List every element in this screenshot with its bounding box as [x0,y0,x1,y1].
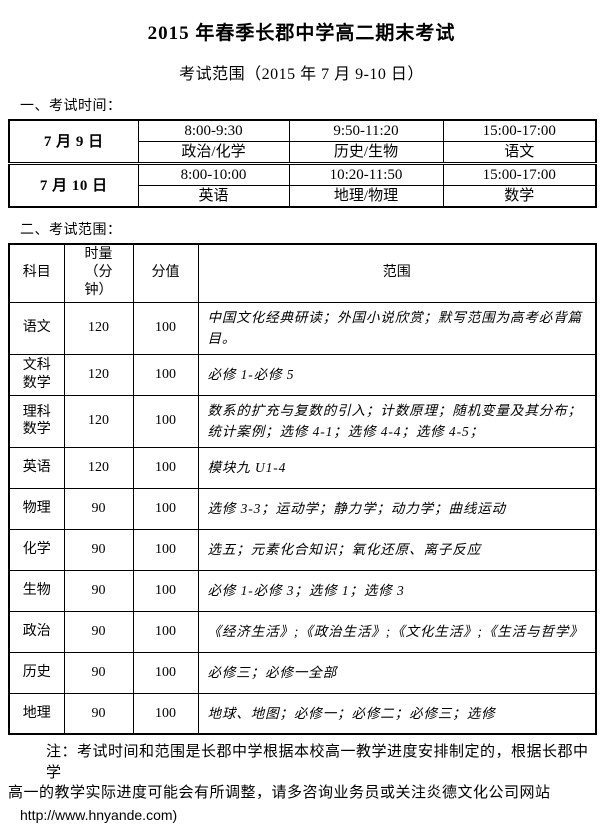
subject-cell: 政治/化学 [137,141,290,165]
time-cell: 15:00-17:00 [442,163,597,186]
duration-cell: 120 [63,446,134,489]
section-heading-exam-scope: 二、考试范围： [20,223,122,238]
footer-line: 高一的教学实际进度可能会有所调整，请多咨询业务员或关注炎德文化公司网站 [8,784,551,801]
date-cell: 7 月 9 日 [8,119,139,165]
table-row: 7 月 10 日 8:00-10:00 10:20-11:50 15:00-17… [8,163,597,208]
score-cell: 100 [132,651,199,694]
time-cell: 8:00-9:30 [137,119,290,142]
time-cell: 9:50-11:20 [288,119,444,142]
score-cell: 100 [132,528,199,571]
duration-cell: 90 [63,487,134,530]
subject-cell: 生物 [8,569,65,612]
column-header-score: 分值 [132,243,199,303]
duration-cell: 90 [63,569,134,612]
column-header-duration: 时量 （分 钟） [63,243,134,303]
table-row: 7 月 9 日 8:00-9:30 9:50-11:20 15:00-17:00 [8,119,597,165]
range-cell: 选修 3-3；运动学；静力学；动力学；曲线运动 [197,487,597,530]
date-cell: 7 月 10 日 [8,163,139,208]
duration-cell: 90 [63,528,134,571]
exam-scope-table: 科目 时量 （分 钟） 分值 范围 语文 120 100 中国文化经典研读；外国… [8,243,597,736]
table-row: 英语 地理/物理 数学 [9,185,597,208]
range-cell: 《经济生活》;《政治生活》;《文化生活》;《生活与哲学》 [197,610,597,653]
time-cell: 10:20-11:50 [288,163,444,186]
range-cell: 数系的扩充与复数的引入；计数原理；随机变量及其分布；统计案例；选修 4-1；选修… [197,394,597,448]
table-row: 化学 90 100 选五；元素化合知识；氧化还原、离子反应 [8,528,597,571]
section-heading-exam-time: 一、考试时间： [20,99,122,114]
range-cell: 必修 1-必修 5 [197,353,597,396]
range-cell: 必修三；必修一全部 [197,651,597,694]
column-header-subject: 科目 [8,243,65,303]
table-row: 英语 120 100 模块九 U1-4 [8,446,597,489]
subject-cell: 语文 [442,141,597,165]
subject-cell: 物理 [8,487,65,530]
table-row: 生物 90 100 必修 1-必修 3；选修 1；选修 3 [8,569,597,612]
duration-cell: 120 [63,301,134,355]
duration-cell: 120 [63,394,134,448]
subject-cell: 政治 [8,610,65,653]
table-header-row: 科目 时量 （分 钟） 分值 范围 [8,243,597,303]
duration-cell: 90 [63,651,134,694]
table-row: 历史 90 100 必修三；必修一全部 [8,651,597,694]
subject-cell: 英语 [8,446,65,489]
exam-schedule-table: 7 月 9 日 8:00-9:30 9:50-11:20 15:00-17:00… [8,119,597,208]
page-subtitle: 考试范围（2015 年 7 月 9-10 日） [179,66,424,83]
table-row: 文科 数学 120 100 必修 1-必修 5 [8,353,597,396]
score-cell: 100 [132,610,199,653]
website-url: http://www.hnyande.com) [20,807,178,824]
table-row: 物理 90 100 选修 3-3；运动学；静力学；动力学；曲线运动 [8,487,597,530]
score-cell: 100 [132,446,199,489]
time-cell: 8:00-10:00 [137,163,290,186]
score-cell: 100 [132,353,199,396]
duration-cell: 90 [63,610,134,653]
footer-line: 注：考试时间和范围是长郡中学根据本校高一教学进度安排制定的，根据长郡中学 [46,744,589,781]
subject-cell: 英语 [137,185,290,208]
range-cell: 选五；元素化合知识；氧化还原、离子反应 [197,528,597,571]
subject-cell: 地理 [8,692,65,735]
duration-cell: 120 [63,353,134,396]
table-row: 理科 数学 120 100 数系的扩充与复数的引入；计数原理；随机变量及其分布；… [8,394,597,448]
score-cell: 100 [132,301,199,355]
score-cell: 100 [132,394,199,448]
table-row: 政治 90 100 《经济生活》;《政治生活》;《文化生活》;《生活与哲学》 [8,610,597,653]
subject-cell: 理科 数学 [8,394,65,448]
range-cell: 地球、地图；必修一；必修二；必修三；选修 [197,692,597,735]
subject-cell: 历史/生物 [288,141,444,165]
table-row: 政治/化学 历史/生物 语文 [9,141,597,165]
subject-cell: 历史 [8,651,65,694]
subject-cell: 数学 [442,185,597,208]
subject-cell: 化学 [8,528,65,571]
subject-cell: 地理/物理 [288,185,444,208]
page-title: 2015 年春季长郡中学高二期末考试 [147,23,456,44]
score-cell: 100 [132,569,199,612]
time-cell: 15:00-17:00 [442,119,597,142]
range-cell: 模块九 U1-4 [197,446,597,489]
score-cell: 100 [132,487,199,530]
range-cell: 必修 1-必修 3；选修 1；选修 3 [197,569,597,612]
subject-cell: 语文 [8,301,65,355]
subject-cell: 文科 数学 [8,353,65,396]
range-cell: 中国文化经典研读；外国小说欣赏；默写范围为高考必背篇目。 [197,301,597,355]
duration-cell: 90 [63,692,134,735]
table-row: 地理 90 100 地球、地图；必修一；必修二；必修三；选修 [8,692,597,735]
column-header-range: 范围 [197,243,597,303]
table-row: 语文 120 100 中国文化经典研读；外国小说欣赏；默写范围为高考必背篇目。 [8,301,597,355]
score-cell: 100 [132,692,199,735]
